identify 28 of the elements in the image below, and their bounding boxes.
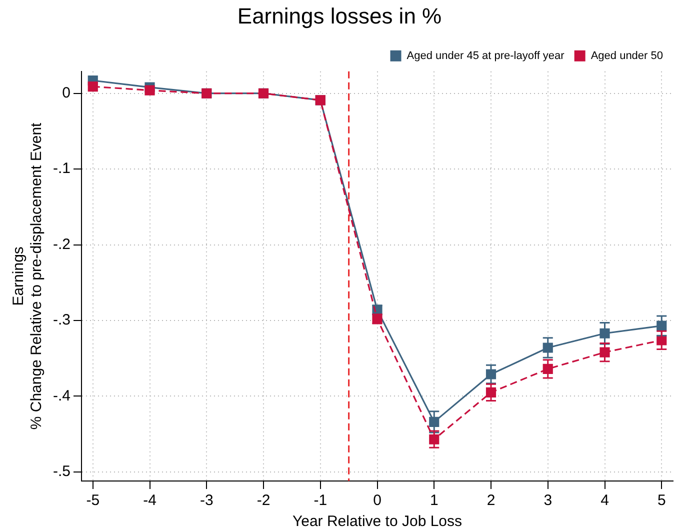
y-tick-label: -.2: [52, 236, 71, 253]
point: [88, 82, 98, 92]
y-tick-label: -.3: [52, 312, 71, 329]
y-tick-label: -.5: [52, 463, 71, 480]
x-tick-label: 0: [373, 492, 382, 510]
chart-title: Earnings losses in %: [237, 3, 442, 28]
y-tick-label: -.1: [52, 160, 71, 178]
point: [542, 342, 553, 353]
legend-label: Aged under 50: [590, 50, 663, 62]
x-axis-title: Year Relative to Job Loss: [292, 513, 462, 530]
x-tick-label: 2: [486, 492, 496, 510]
x-tick-label: 3: [544, 492, 552, 510]
x-tick-label: -1: [314, 492, 328, 510]
y-axis-title: Earnings % Change Relative to pre-displacement Event: [10, 122, 46, 430]
x-tick-label: 1: [430, 492, 438, 510]
point: [486, 369, 496, 380]
legend-label: Aged under 45 at pre-layoff year: [406, 50, 565, 62]
point: [600, 347, 610, 358]
x-tick-label: -5: [86, 492, 100, 510]
point: [600, 328, 610, 338]
point: [144, 85, 155, 96]
y-tick-label: 0: [62, 84, 71, 102]
x-tick-label: -2: [256, 492, 270, 510]
x-tick-label: -4: [143, 492, 156, 510]
x-tick-label: 4: [600, 492, 609, 510]
x-tick-label: 5: [657, 492, 666, 510]
y-tick-label: -.4: [52, 387, 71, 404]
x-tick-label: -3: [200, 492, 214, 510]
